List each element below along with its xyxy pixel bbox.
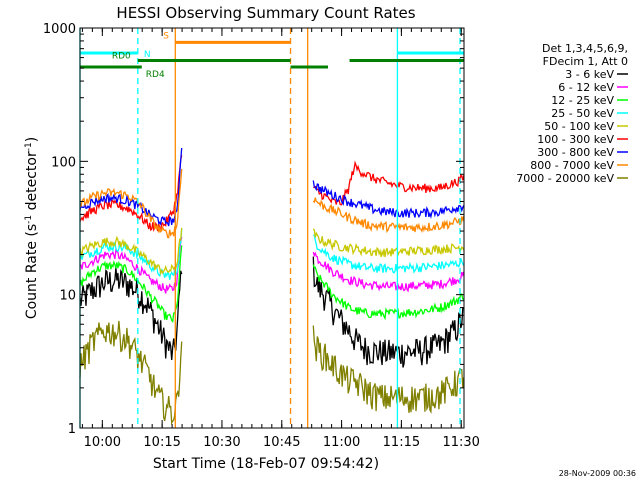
y-axis-label-sup1: -1 <box>24 215 34 224</box>
series-line-8 <box>79 320 465 426</box>
x-tick-label-6: 11:30 <box>442 435 479 450</box>
x-tick-label-4: 11:00 <box>323 435 360 450</box>
timestamp-label: 28-Nov-2009 00:36 <box>559 469 636 478</box>
legend-label-0: 3 - 6 keV <box>565 68 614 81</box>
series-line-7 <box>79 168 465 239</box>
y-axis-label-mid: detector <box>24 151 40 215</box>
series-line-1 <box>79 236 465 294</box>
series-group <box>79 147 465 426</box>
y-axis-label-end: ) <box>24 137 40 142</box>
state-bar-group: N S RD0 RD4 <box>80 31 464 80</box>
state-bar-label-rd4: RD4 <box>146 70 165 80</box>
x-tick-label-1: 10:15 <box>143 435 180 450</box>
legend-label-6: 300 - 800 keV <box>537 146 614 159</box>
series-line-4 <box>79 227 465 276</box>
legend-header-line-1: FDecim 1, Att 0 <box>543 55 628 68</box>
y-tick-label-2: 100 <box>51 155 76 170</box>
chart-title: HESSI Observing Summary Count Rates <box>116 4 415 22</box>
series-line-2 <box>79 245 464 324</box>
legend-label-7: 800 - 7000 keV <box>530 159 614 172</box>
x-tick-label-3: 10:45 <box>263 435 300 450</box>
state-bar-label-rd0: RD0 <box>112 52 131 62</box>
y-tick-label-0: 1 <box>68 422 76 437</box>
legend-label-1: 6 - 12 keV <box>558 81 614 94</box>
legend-header-line-0: Det 1,3,4,5,6,9, <box>542 42 628 55</box>
x-tick-label-2: 10:30 <box>203 435 240 450</box>
y-tick-label-1: 10 <box>59 289 76 304</box>
state-bar-label-n: N <box>144 50 151 60</box>
legend-label-4: 50 - 100 keV <box>544 120 614 133</box>
series-line-0 <box>79 256 464 368</box>
y-axis: 1 10 100 1000 <box>43 22 464 437</box>
legend-label-3: 25 - 50 keV <box>551 107 614 120</box>
x-tick-label-5: 11:15 <box>383 435 420 450</box>
state-bar-label-s: S <box>163 31 169 41</box>
series-line-3 <box>79 228 465 280</box>
y-axis-label-main: Count Rate (s <box>24 224 40 319</box>
y-axis-label: Count Rate (s-1 detector-1) <box>24 137 40 319</box>
legend: Det 1,3,4,5,6,9,FDecim 1, Att 03 - 6 keV… <box>516 42 628 185</box>
y-tick-label-3: 1000 <box>43 22 76 37</box>
x-tick-label-0: 10:00 <box>84 435 121 450</box>
legend-label-2: 12 - 25 keV <box>551 94 614 107</box>
legend-label-5: 100 - 300 keV <box>537 133 614 146</box>
y-axis-label-sup2: -1 <box>24 142 34 151</box>
x-axis: 10:00 10:15 10:30 10:45 11:00 11:15 11:30 <box>81 28 480 450</box>
legend-label-8: 7000 - 20000 keV <box>516 172 614 185</box>
x-axis-label: Start Time (18-Feb-07 09:54:42) <box>153 456 379 472</box>
